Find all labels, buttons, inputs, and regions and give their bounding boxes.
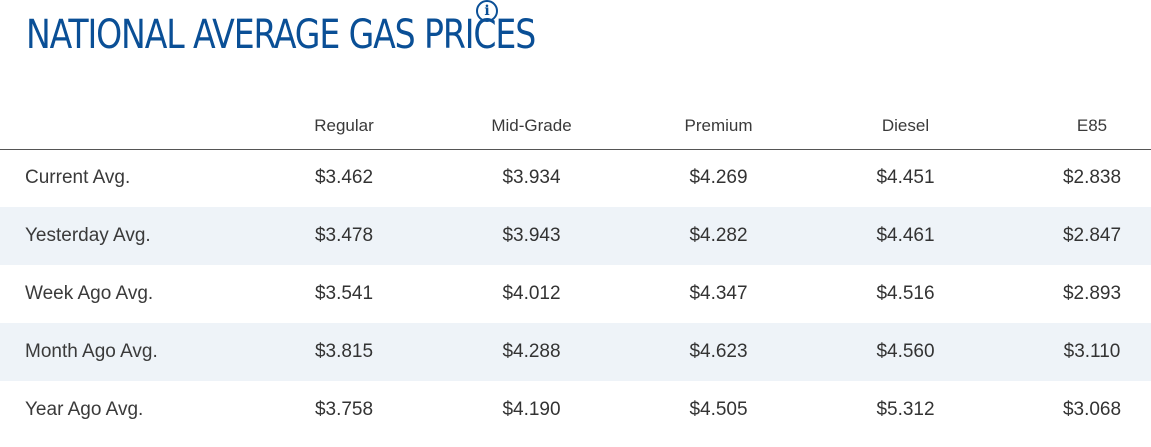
price-diesel: $4.451: [876, 167, 935, 189]
price-regular: $3.815: [314, 341, 374, 362]
price-regular: $3.758: [314, 399, 374, 420]
price-diesel: $4.461: [876, 225, 935, 246]
column-header-premium: Premium: [625, 104, 812, 150]
price-mid-grade: $4.190: [502, 399, 561, 420]
table-row: Year Ago Avg. $3.758 $4.190 $4.505 $5.31…: [0, 381, 1151, 439]
price-premium: $4.347: [689, 283, 748, 304]
price-mid-grade: $3.943: [502, 225, 561, 246]
title-area: NATIONAL AVERAGE GAS PRICES: [26, 10, 579, 60]
price-regular: $3.462: [314, 167, 374, 189]
price-premium: $4.269: [689, 167, 748, 189]
price-diesel: $5.312: [876, 399, 935, 420]
price-diesel: $4.560: [876, 341, 935, 362]
price-e85: $2.847: [1062, 225, 1122, 246]
price-e85: $2.893: [1062, 283, 1122, 304]
price-mid-grade: $4.288: [502, 341, 561, 362]
table-row: Current Avg. $3.462 $3.934 $4.269 $4.451…: [0, 149, 1151, 207]
row-label: Yesterday Avg.: [25, 225, 151, 246]
row-label: Month Ago Avg.: [25, 341, 158, 362]
price-e85: $3.068: [1062, 399, 1122, 420]
price-mid-grade: $3.934: [502, 167, 561, 189]
gas-prices-table: Regular Mid-Grade Premium Diesel E85 Cur…: [0, 104, 1151, 439]
row-label: Week Ago Avg.: [25, 283, 154, 304]
price-e85: $3.110: [1063, 341, 1121, 362]
column-header-regular: Regular: [250, 104, 438, 150]
table-row: Week Ago Avg. $3.541 $4.012 $4.347 $4.51…: [0, 265, 1151, 323]
column-header-label: [0, 104, 250, 150]
price-e85: $2.838: [1062, 167, 1122, 189]
price-diesel: $4.516: [876, 283, 935, 304]
price-regular: $3.478: [314, 225, 374, 246]
row-label: Current Avg.: [25, 167, 131, 189]
row-label: Year Ago Avg.: [25, 399, 144, 420]
table-header-row: Regular Mid-Grade Premium Diesel E85: [0, 104, 1151, 150]
page-title: NATIONAL AVERAGE GAS PRICES: [26, 12, 536, 58]
column-header-e85: E85: [999, 104, 1151, 150]
column-header-diesel: Diesel: [812, 104, 999, 150]
price-mid-grade: $4.012: [502, 283, 561, 304]
price-premium: $4.282: [689, 225, 748, 246]
table-row: Month Ago Avg. $3.815 $4.288 $4.623 $4.5…: [0, 323, 1151, 381]
table-row: Yesterday Avg. $3.478 $3.943 $4.282 $4.4…: [0, 207, 1151, 265]
price-regular: $3.541: [314, 283, 374, 304]
price-premium: $4.623: [689, 341, 748, 362]
column-header-mid-grade: Mid-Grade: [438, 104, 625, 150]
info-icon[interactable]: i: [476, 0, 498, 22]
price-premium: $4.505: [689, 399, 748, 420]
